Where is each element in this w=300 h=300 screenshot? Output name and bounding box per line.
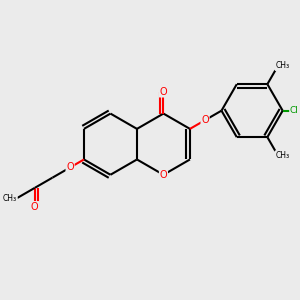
Text: CH₃: CH₃	[275, 151, 290, 160]
Text: CH₃: CH₃	[275, 61, 290, 70]
Text: O: O	[160, 87, 167, 97]
Text: O: O	[201, 115, 209, 125]
Text: CH₃: CH₃	[3, 194, 17, 202]
Text: Cl: Cl	[290, 106, 299, 115]
Text: O: O	[31, 202, 39, 212]
Text: O: O	[160, 170, 167, 180]
Text: O: O	[66, 163, 74, 172]
